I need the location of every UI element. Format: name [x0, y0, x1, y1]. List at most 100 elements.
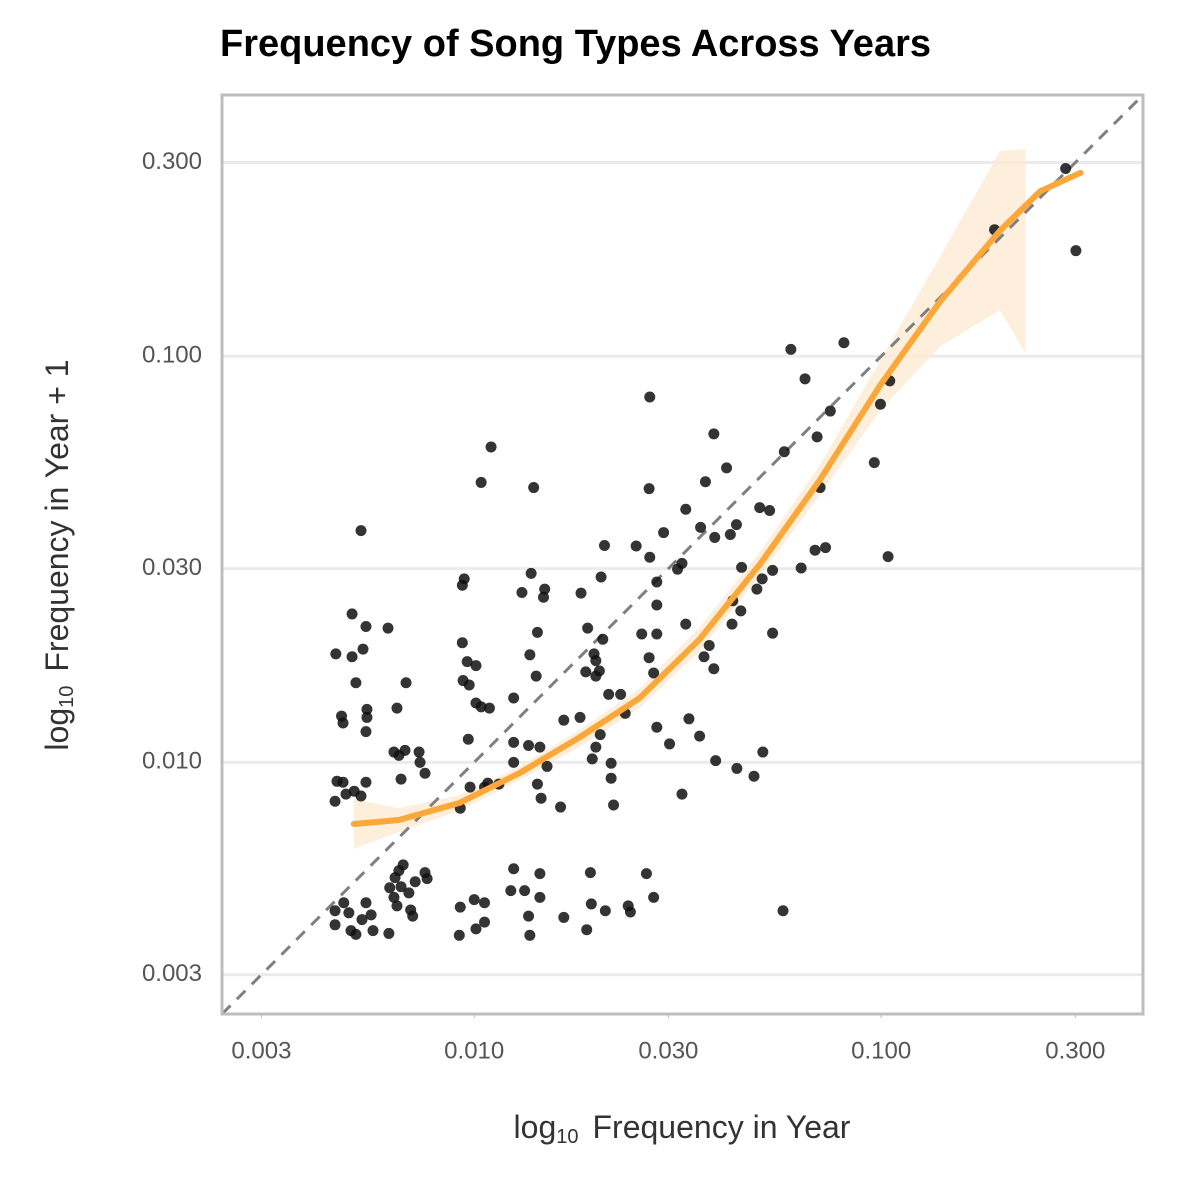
point	[651, 721, 663, 733]
point	[640, 868, 652, 880]
point	[516, 586, 528, 598]
point	[538, 591, 550, 603]
point	[756, 573, 768, 585]
y-axis-label: log10 Frequency in Year + 1	[39, 359, 78, 750]
point	[724, 528, 736, 540]
point	[731, 762, 743, 774]
x-tick-label: 0.300	[1045, 1037, 1105, 1064]
point	[643, 483, 655, 495]
point	[597, 633, 609, 645]
point	[708, 428, 720, 440]
point	[575, 587, 587, 599]
point	[329, 919, 341, 931]
point	[483, 702, 495, 714]
point	[699, 476, 711, 488]
point	[590, 655, 602, 667]
point	[388, 891, 400, 903]
point	[456, 579, 468, 591]
point	[1070, 245, 1082, 257]
point	[338, 897, 350, 909]
point	[395, 881, 407, 893]
point	[329, 795, 341, 807]
point	[748, 770, 760, 782]
point	[461, 656, 473, 668]
point	[599, 905, 611, 917]
point	[676, 788, 688, 800]
reference-line	[222, 95, 1143, 1014]
point	[574, 711, 586, 723]
point	[644, 551, 656, 563]
point	[524, 929, 536, 941]
point	[360, 897, 372, 909]
point	[555, 801, 567, 813]
point	[595, 571, 607, 583]
point	[868, 457, 880, 469]
y-tick-label: 0.010	[142, 748, 202, 775]
point	[337, 776, 349, 788]
point	[795, 562, 807, 574]
point	[534, 741, 546, 753]
point	[454, 901, 466, 913]
point	[456, 637, 468, 649]
point	[636, 628, 648, 640]
point	[757, 746, 769, 758]
point	[710, 755, 722, 767]
point	[360, 621, 372, 633]
point	[329, 905, 341, 917]
x-label-base: 10	[556, 1126, 578, 1148]
point	[528, 482, 540, 494]
point	[355, 790, 367, 802]
chart-title: Frequency of Song Types Across Years	[220, 23, 931, 65]
point	[799, 373, 811, 385]
point	[337, 717, 349, 729]
point	[367, 925, 379, 937]
point	[508, 736, 520, 748]
point	[824, 405, 836, 417]
point	[361, 703, 373, 715]
point	[820, 542, 832, 554]
point	[735, 605, 747, 617]
point	[680, 503, 692, 515]
plot-area	[222, 95, 1143, 1014]
point	[539, 583, 551, 595]
point	[391, 702, 403, 714]
y-label-base: 10	[56, 686, 78, 708]
point	[524, 649, 536, 661]
point	[523, 910, 535, 922]
point	[403, 887, 415, 899]
point	[558, 911, 570, 923]
point	[346, 608, 358, 620]
point	[413, 746, 425, 758]
point	[355, 525, 367, 537]
point	[350, 677, 362, 689]
point	[703, 639, 715, 651]
point	[330, 648, 342, 660]
point	[505, 885, 517, 897]
point	[809, 544, 821, 556]
point	[594, 729, 606, 741]
point	[694, 730, 706, 742]
y-label-text: Frequency in Year + 1	[39, 359, 75, 671]
point	[534, 891, 546, 903]
point	[531, 778, 543, 790]
point	[664, 738, 676, 750]
point	[395, 773, 407, 785]
point	[409, 876, 421, 888]
point	[479, 897, 491, 909]
point	[463, 679, 475, 691]
point	[874, 398, 886, 410]
point	[1060, 163, 1072, 175]
fit-line	[350, 169, 1084, 827]
point	[651, 576, 663, 588]
point	[519, 885, 531, 897]
x-tick-label: 0.030	[638, 1037, 698, 1064]
point	[695, 521, 707, 533]
point	[407, 910, 419, 922]
point	[419, 767, 431, 779]
point	[767, 564, 779, 576]
point	[778, 446, 790, 458]
point	[648, 891, 660, 903]
point	[605, 757, 617, 769]
point	[767, 627, 779, 639]
point	[651, 628, 663, 640]
